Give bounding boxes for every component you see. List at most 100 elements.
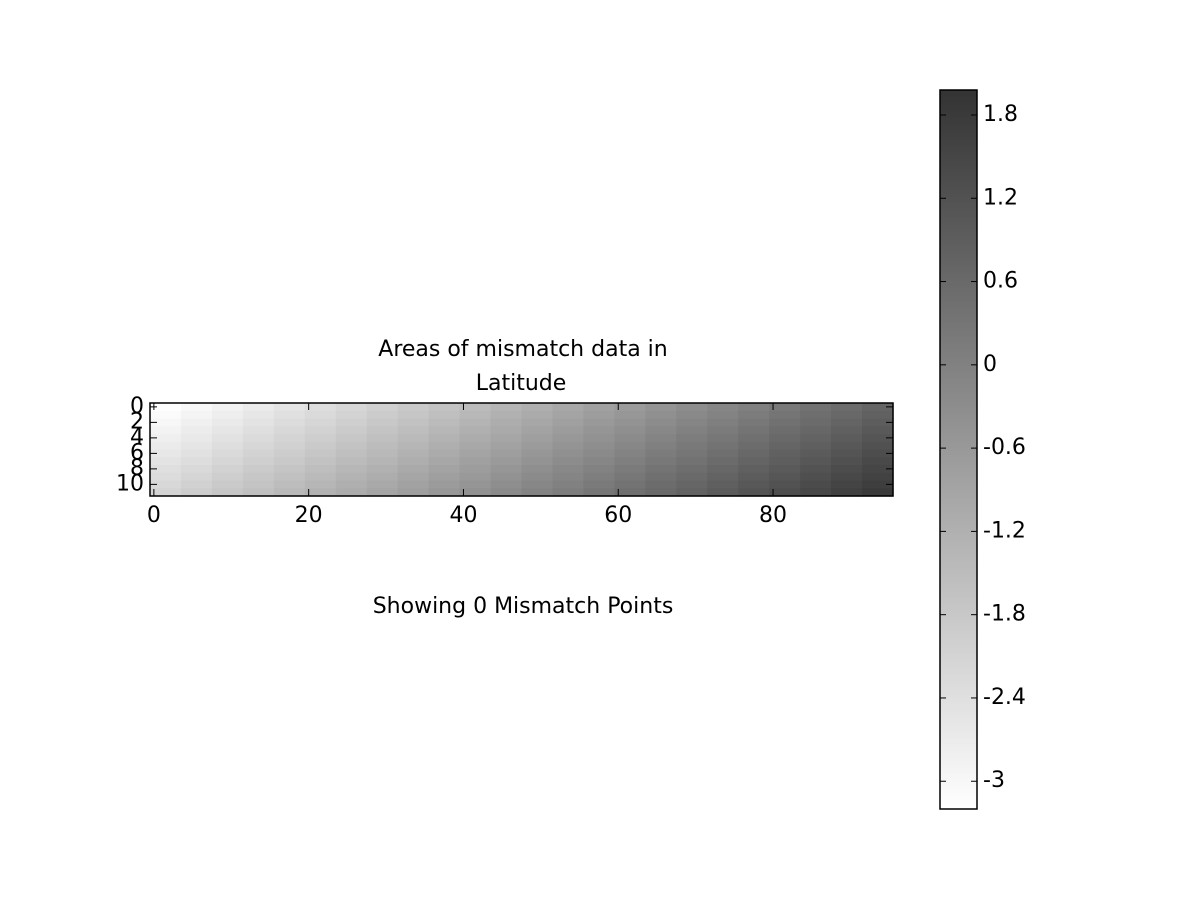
heatmap-cell bbox=[490, 434, 523, 443]
heatmap-cell bbox=[676, 465, 708, 474]
heatmap-cell bbox=[862, 418, 894, 427]
heatmap-cell bbox=[304, 426, 337, 435]
heatmap-cell bbox=[459, 403, 492, 412]
heatmap-cell bbox=[366, 480, 399, 489]
heatmap-cell bbox=[180, 410, 213, 420]
heatmap-cell bbox=[211, 480, 244, 489]
heatmap-cell bbox=[459, 465, 492, 474]
heatmap-cell bbox=[738, 434, 770, 443]
heatmap-cell bbox=[180, 465, 213, 474]
heatmap-cell bbox=[459, 441, 492, 451]
heatmap-cell bbox=[335, 449, 368, 458]
heatmap-cell bbox=[304, 480, 337, 489]
heatmap-cell bbox=[242, 441, 275, 451]
heatmap-cell bbox=[304, 418, 337, 427]
heatmap-cell bbox=[800, 418, 832, 427]
heatmap-cell bbox=[831, 426, 863, 435]
heatmap-cell bbox=[521, 449, 554, 458]
heatmap-cell bbox=[614, 457, 646, 466]
heatmap-cell bbox=[862, 449, 894, 458]
heatmap-cell bbox=[831, 457, 863, 466]
heatmap-cell bbox=[242, 472, 275, 482]
heatmap-cell bbox=[150, 488, 182, 497]
y-tick-label: 4 bbox=[130, 425, 144, 450]
heatmap-cell bbox=[428, 441, 461, 451]
heatmap-cell bbox=[800, 465, 832, 474]
heatmap-cell bbox=[707, 426, 739, 435]
heatmap-cell bbox=[150, 403, 182, 412]
heatmap-cell bbox=[552, 457, 585, 466]
heatmap-cell bbox=[459, 488, 492, 497]
heatmap-cell bbox=[459, 434, 492, 443]
heatmap-cell bbox=[614, 488, 646, 497]
heatmap-cell bbox=[335, 403, 368, 412]
heatmap-cell bbox=[831, 441, 863, 451]
y-tick-label: 0 bbox=[130, 394, 144, 419]
heatmap-cell bbox=[521, 441, 554, 451]
heatmap-cell bbox=[738, 403, 770, 412]
heatmap-cell bbox=[335, 434, 368, 443]
heatmap-cell bbox=[397, 472, 430, 482]
heatmap-cell bbox=[211, 418, 244, 427]
heatmap-cell bbox=[800, 457, 832, 466]
heatmap-cell bbox=[862, 472, 894, 482]
heatmap-cell bbox=[304, 410, 337, 420]
heatmap-cell bbox=[459, 457, 492, 466]
heatmap-cell bbox=[459, 449, 492, 458]
heatmap-cell bbox=[211, 426, 244, 435]
heatmap-cell bbox=[769, 410, 801, 420]
heatmap-cell bbox=[707, 457, 739, 466]
heatmap-cell bbox=[273, 418, 306, 427]
heatmap-cell bbox=[273, 472, 306, 482]
heatmap-cell bbox=[490, 449, 523, 458]
heatmap-cell bbox=[335, 488, 368, 497]
heatmap-cell bbox=[521, 426, 554, 435]
heatmap-cell bbox=[366, 441, 399, 451]
heatmap-cell bbox=[676, 410, 708, 420]
heatmap-cell bbox=[645, 472, 677, 482]
heatmap-cell bbox=[676, 434, 708, 443]
heatmap-cell bbox=[428, 457, 461, 466]
heatmap-cell bbox=[242, 465, 275, 474]
heatmap-cell bbox=[645, 441, 677, 451]
heatmap-cell bbox=[707, 488, 739, 497]
heatmap-cell bbox=[180, 488, 213, 497]
heatmap-cell bbox=[242, 418, 275, 427]
heatmap-cell bbox=[769, 457, 801, 466]
heatmap-cell bbox=[242, 410, 275, 420]
heatmap-cell bbox=[862, 403, 894, 412]
heatmap-cell bbox=[800, 480, 832, 489]
heatmap-cell bbox=[583, 449, 615, 458]
heatmap-cell bbox=[800, 403, 832, 412]
heatmap-cell bbox=[242, 403, 275, 412]
heatmap-cell bbox=[521, 410, 554, 420]
colorbar-tick-label: 1.8 bbox=[983, 102, 1018, 127]
heatmap-cell bbox=[490, 410, 523, 420]
heatmap-cell bbox=[614, 426, 646, 435]
heatmap-cell bbox=[180, 434, 213, 443]
heatmap-cell bbox=[769, 441, 801, 451]
heatmap-cell bbox=[180, 449, 213, 458]
heatmap-cell bbox=[738, 410, 770, 420]
heatmap-cell bbox=[366, 434, 399, 443]
heatmap-cell bbox=[211, 441, 244, 451]
heatmap-cell bbox=[366, 488, 399, 497]
heatmap-cell bbox=[180, 441, 213, 451]
heatmap-cell bbox=[428, 472, 461, 482]
heatmap-cell bbox=[490, 403, 523, 412]
heatmap-cell bbox=[397, 441, 430, 451]
heatmap-cell bbox=[645, 457, 677, 466]
colorbar-tick-label: -3 bbox=[983, 768, 1005, 793]
colorbar-tick-label: -1.2 bbox=[983, 518, 1026, 543]
heatmap-cell bbox=[769, 480, 801, 489]
heatmap-cell bbox=[335, 465, 368, 474]
heatmap-cell bbox=[583, 441, 615, 451]
heatmap-cell bbox=[645, 480, 677, 489]
heatmap-cell bbox=[676, 441, 708, 451]
colorbar-tick-label: -2.4 bbox=[983, 685, 1026, 710]
heatmap-cell bbox=[273, 434, 306, 443]
heatmap-cell bbox=[397, 465, 430, 474]
heatmap-cell bbox=[521, 488, 554, 497]
colorbar bbox=[939, 89, 978, 810]
heatmap-cell bbox=[150, 465, 182, 474]
